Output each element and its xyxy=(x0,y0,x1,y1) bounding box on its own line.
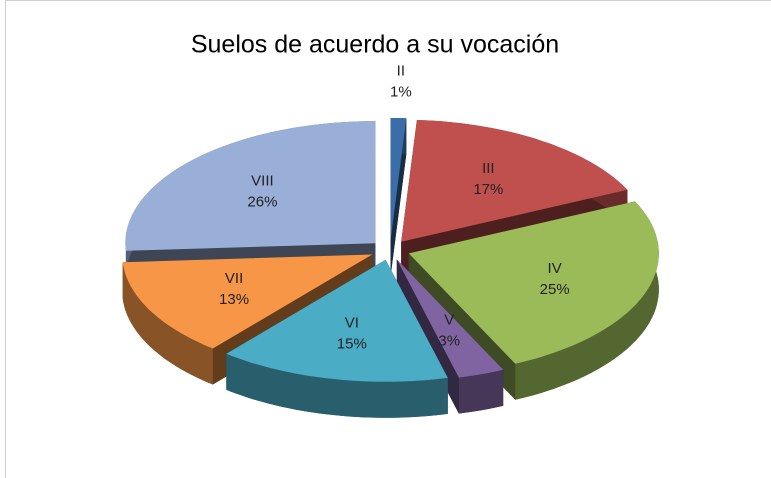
slice xyxy=(226,259,448,418)
slice-label: V xyxy=(444,312,454,329)
slice-value-label: 13% xyxy=(219,291,249,308)
slice-top xyxy=(401,120,628,242)
slice-value-label: 26% xyxy=(247,193,277,210)
chart-title: Suelos de acuerdo a su vocación xyxy=(191,31,559,59)
slice-label: III xyxy=(482,160,495,177)
slice-top xyxy=(408,201,659,364)
slice-value-label: 25% xyxy=(540,281,570,298)
slice-label: VII xyxy=(225,270,243,287)
slice-wall xyxy=(515,201,659,400)
slice xyxy=(390,118,407,276)
slice-value-label: 17% xyxy=(473,181,503,198)
slice-value-label: 15% xyxy=(337,336,367,353)
slice-wall xyxy=(226,353,448,418)
slice-top xyxy=(396,259,504,378)
slice-label: II xyxy=(397,62,405,79)
slice-value-label: 3% xyxy=(438,333,460,350)
slice-side xyxy=(390,118,407,276)
slice-value-label: 1% xyxy=(390,83,412,100)
slice-top xyxy=(125,121,376,251)
slice-top xyxy=(122,254,373,349)
slice-top xyxy=(226,259,448,382)
chart-frame xyxy=(5,0,771,478)
slice-wall xyxy=(458,369,504,414)
slice-label: VI xyxy=(345,315,359,332)
slice-label: VIII xyxy=(251,172,274,189)
slice-top xyxy=(390,118,407,240)
slice-label: IV xyxy=(548,260,562,277)
slice-wall xyxy=(122,262,213,385)
